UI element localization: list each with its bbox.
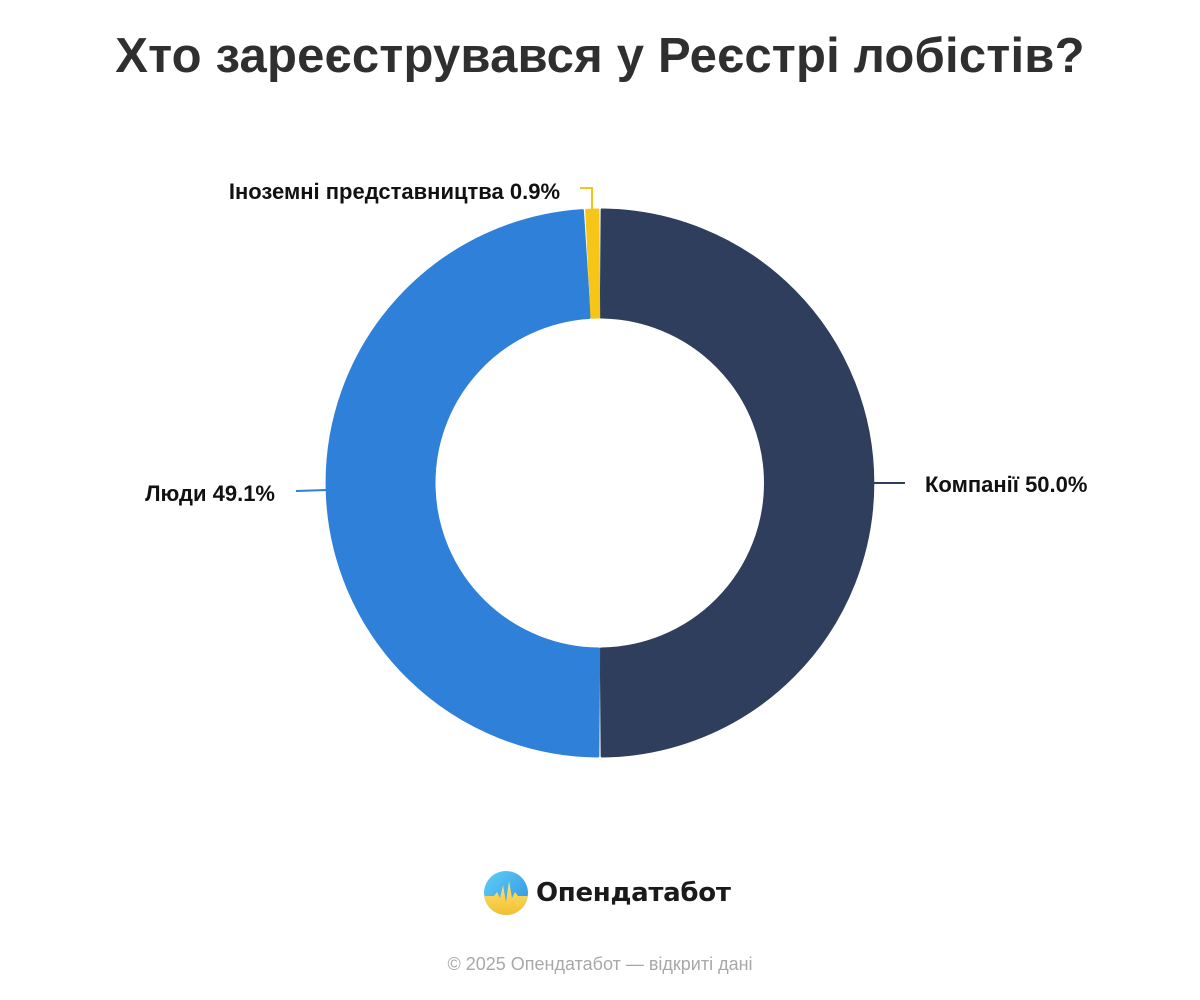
- chart-title: Хто зареєструвався у Реєстрі лобістів?: [115, 29, 1085, 83]
- donut-slice-3: [585, 208, 601, 319]
- opendatabot-logo-icon: [484, 871, 528, 915]
- donut-slice-2: [325, 209, 601, 758]
- donut-slice-1: [599, 208, 875, 758]
- leader-line-3: [580, 187, 593, 209]
- footer-copyright: © 2025 Опендатабот — відкриті дані: [447, 954, 753, 974]
- slice-label-2: Люди 49.1%: [145, 481, 275, 506]
- leader-line-2: [295, 489, 328, 492]
- brand: Опендатабот: [484, 870, 731, 916]
- slice-label-3: Іноземні представництва 0.9%: [229, 179, 560, 204]
- slice-label-1: Компанії 50.0%: [925, 472, 1087, 497]
- brand-name: Опендатабот: [536, 878, 731, 908]
